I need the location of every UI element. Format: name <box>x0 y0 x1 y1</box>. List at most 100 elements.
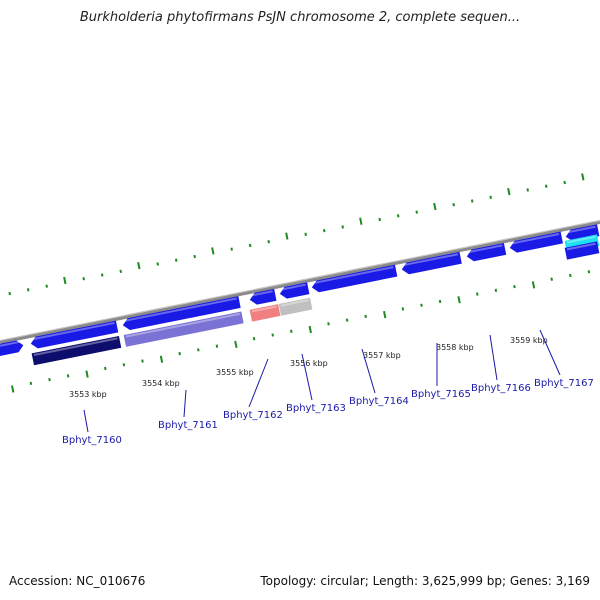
inner-tick <box>104 366 107 371</box>
outer-tick <box>581 173 585 181</box>
outer-tick <box>526 188 529 192</box>
outer-tick <box>119 269 122 273</box>
inner-tick <box>197 348 200 352</box>
leader-line <box>489 334 498 381</box>
kbp-label: 3557 kbp <box>363 351 401 360</box>
inner-tick <box>85 370 89 378</box>
inner-tick <box>234 340 238 349</box>
inner-tick <box>550 277 553 281</box>
topology-text: Topology: circular; Length: 3,625,999 bp… <box>260 574 590 588</box>
inner-tick <box>345 318 349 322</box>
gene-label: Bphyt_7163 <box>286 403 346 414</box>
inner-tick <box>513 284 516 289</box>
outer-tick <box>415 210 418 214</box>
inner-tick <box>569 273 572 278</box>
gene-shine <box>280 283 306 291</box>
outer-tick <box>230 247 233 251</box>
gene-shape <box>0 340 24 356</box>
kbp-label: 3555 kbp <box>216 368 254 377</box>
inner-tick-track <box>11 270 591 393</box>
gene-labels: Bphyt_7160 Bphyt_7161 Bphyt_7162Bphyt_7163… <box>62 378 594 446</box>
inner-tick <box>476 292 479 296</box>
gene-label: Bphyt_7166 <box>471 383 531 394</box>
gene-block <box>249 304 281 322</box>
gene-shine <box>31 321 115 341</box>
inner-tick <box>178 351 181 356</box>
gene-block <box>30 320 119 349</box>
gene-block <box>311 264 398 293</box>
gene-label: Bphyt_7160 <box>62 435 122 446</box>
outer-tick <box>211 247 215 255</box>
kbp-label: 3559 kbp <box>510 336 548 345</box>
gene-shape <box>31 335 122 366</box>
inner-tick <box>494 288 498 293</box>
gene-label: Bphyt_7162 <box>223 410 283 421</box>
outer-tick <box>452 203 455 207</box>
gene-shape <box>249 304 281 322</box>
kbp-label: 3556 kbp <box>290 359 328 368</box>
gene-label: Bphyt_7164 <box>349 396 409 407</box>
gene-shine <box>123 297 237 322</box>
inner-tick <box>587 270 591 274</box>
gene-block <box>122 296 241 331</box>
outer-tick <box>26 288 30 292</box>
gene-block <box>564 241 600 260</box>
inner-tick <box>420 303 423 307</box>
gene-block <box>123 311 244 347</box>
gene-label: Bphyt_7165 <box>411 389 471 400</box>
inner-tick <box>290 329 293 333</box>
outer-tick-track <box>8 173 585 296</box>
leader-line <box>83 409 89 433</box>
gene-shine <box>251 305 277 313</box>
outer-tick <box>285 232 289 240</box>
leader-line <box>248 358 269 408</box>
inner-tick <box>438 299 442 304</box>
outer-tick <box>8 291 11 296</box>
inner-tick <box>66 374 70 378</box>
gene-leader-lines <box>83 329 561 433</box>
leader-line <box>301 353 313 401</box>
inner-tick <box>252 337 256 341</box>
inner-tick <box>29 381 33 386</box>
gene-shine <box>566 225 596 234</box>
gene-shape <box>122 296 241 331</box>
kbp-label: 3553 kbp <box>69 390 107 399</box>
gene-shape <box>311 264 398 293</box>
gene-shape <box>278 297 313 316</box>
gene-shine <box>33 337 118 356</box>
inner-tick <box>383 311 387 319</box>
inner-tick <box>401 307 405 311</box>
inner-tick <box>271 333 274 337</box>
outer-tick <box>248 243 252 248</box>
outer-tick <box>63 276 67 285</box>
inner-tick <box>308 325 312 334</box>
outer-tick <box>359 217 363 225</box>
backbone-line <box>0 220 600 344</box>
gene-shine <box>467 244 503 254</box>
gene-track <box>0 224 600 366</box>
gene-block <box>401 251 462 275</box>
outer-tick <box>156 262 159 266</box>
leader-line <box>539 329 561 376</box>
outer-tick <box>544 184 548 188</box>
gene-shine <box>566 242 596 251</box>
inner-tick <box>457 296 461 304</box>
gene-shine <box>510 233 560 245</box>
inner-tick <box>327 322 330 326</box>
gene-shape <box>30 320 119 349</box>
inner-tick <box>48 377 51 382</box>
gene-shine <box>280 299 309 307</box>
inner-tick <box>122 363 126 367</box>
outer-tick <box>267 240 270 244</box>
outer-tick <box>174 258 178 262</box>
outer-tick <box>322 228 326 233</box>
gene-block <box>0 340 24 356</box>
outer-tick <box>304 232 307 236</box>
gene-label: Bphyt_7161 <box>158 420 218 431</box>
gene-shine <box>402 253 459 267</box>
outer-tick <box>137 262 141 270</box>
gene-shine <box>0 340 21 347</box>
gene-shine <box>566 235 596 244</box>
outer-tick <box>489 195 492 199</box>
